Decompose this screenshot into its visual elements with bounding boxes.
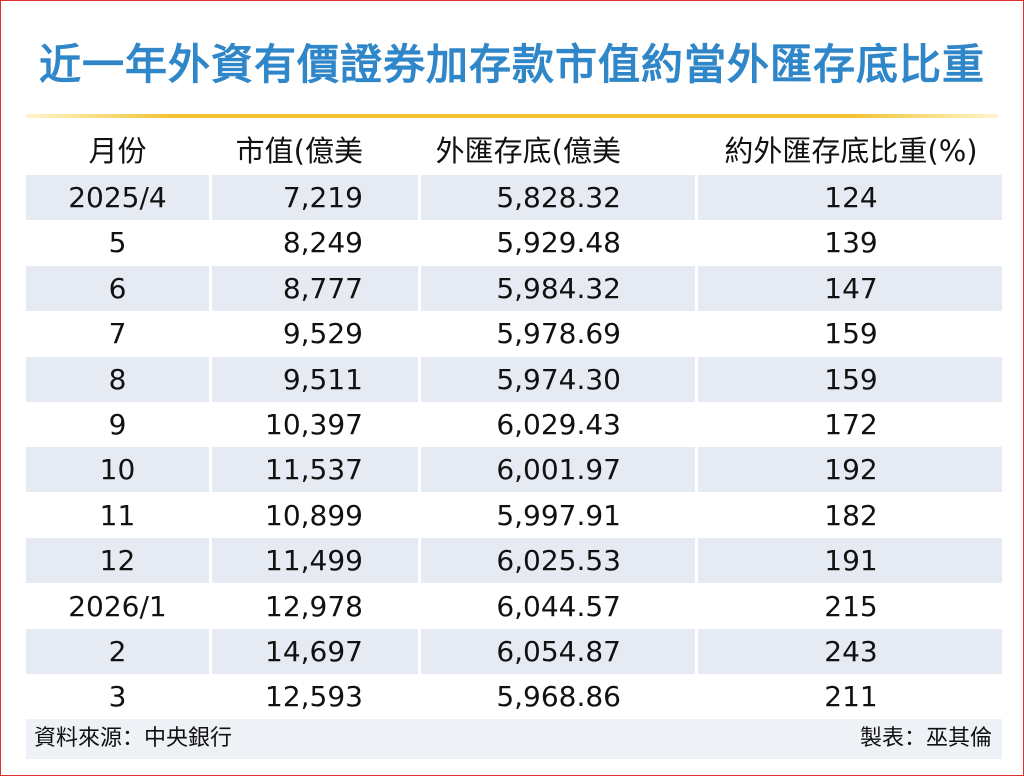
table-cell: 12 [26,538,209,584]
footer: 資料來源：中央銀行 製表：巫其倫 [26,719,1002,759]
table-row: 5 8,249 5,929.48 139 [26,220,1002,265]
table-row: 6 8,777 5,984.32 147 [26,265,1002,311]
table-cell: 11,537 [212,447,418,493]
table-cell: 5,929.48 [496,226,621,260]
table-row: 11 10,899 5,997.91 182 [26,493,1002,538]
table-cell: 5,978.69 [496,317,621,351]
table-row: 2025/4 7,219 5,828.32 124 [26,175,1002,220]
table-cell: 7 [108,317,127,351]
table-cell: 3 [108,680,127,714]
header-cell: 市值(億美元) [235,134,363,213]
table-row: 12 11,499 6,025.53 191 [26,538,1002,584]
table-cell: 243 [698,629,1002,674]
table-cell: 159 [824,317,878,351]
table-cell: 14,697 [212,629,418,674]
table-cell: 6,025.53 [421,538,695,584]
table-cell: 5,997.91 [496,498,621,532]
table-cell: 10,899 [265,498,363,532]
table-cell: 9,529 [282,317,363,351]
table-cell: 211 [824,680,878,714]
header-cell: 外匯存底(億美元) [435,134,621,213]
table-cell: 182 [824,498,878,532]
table-cell: 5,974.30 [421,356,695,402]
table-cell: 8,249 [282,226,363,260]
table-cell: 11,499 [212,538,418,584]
table-cell: 6,044.57 [496,589,621,623]
table-cell: 8,777 [212,265,418,311]
header-row: 月份 市值(億美元) 外匯存底(億美元) 約外匯存底比重(%) [26,129,1002,213]
table-cell: 11 [99,498,136,532]
table-cell: 10 [26,447,209,493]
table-cell: 215 [824,589,878,623]
table-row: 3 12,593 5,968.86 211 [26,674,1002,719]
table-cell: 10,397 [265,408,363,441]
table-row: 7 9,529 5,978.69 159 [26,311,1002,356]
table-row: 2026/1 12,978 6,044.57 215 [26,584,1002,629]
table-cell: 5 [108,226,127,260]
table-cell: 2026/1 [68,589,167,623]
title-rule [26,114,998,118]
table-cell: 5,828.32 [421,175,695,220]
table-cell: 2025/4 [26,175,209,220]
table-row: 9 10,397 6,029.43 172 [26,402,1002,447]
table-cell: 6,054.87 [421,629,695,674]
table-cell: 2 [26,629,209,674]
table-cell: 9,511 [212,356,418,402]
table-cell: 7,219 [212,175,418,220]
table-cell: 159 [698,356,1002,402]
table-cell: 139 [824,226,878,260]
table-cell: 5,968.86 [496,680,621,714]
table-cell: 6,029.43 [496,408,621,441]
header-cell: 約外匯存底比重(%) [724,134,978,168]
table-cell: 8 [26,356,209,402]
table-cell: 12,978 [265,589,363,623]
table-row: 10 11,537 6,001.97 192 [26,447,1002,493]
header-cell: 月份 [88,134,147,168]
table-cell: 124 [698,175,1002,220]
table-cell: 6,001.97 [421,447,695,493]
title: 近一年外資有價證券加存款市值約當外匯存底比重 [38,40,985,89]
table-cell: 191 [698,538,1002,584]
table-cell: 192 [698,447,1002,493]
table-cell: 5,984.32 [421,265,695,311]
maker: 製表：巫其倫 [859,726,992,751]
table-row: 8 9,511 5,974.30 159 [26,356,1002,402]
table-cell: 9 [108,408,127,441]
source: 資料來源：中央銀行 [34,726,233,751]
table-cell: 6 [26,265,209,311]
table-cell: 172 [824,408,878,441]
table-cell: 12,593 [265,680,363,714]
table-row: 2 14,697 6,054.87 243 [26,629,1002,674]
table-cell: 147 [698,265,1002,311]
